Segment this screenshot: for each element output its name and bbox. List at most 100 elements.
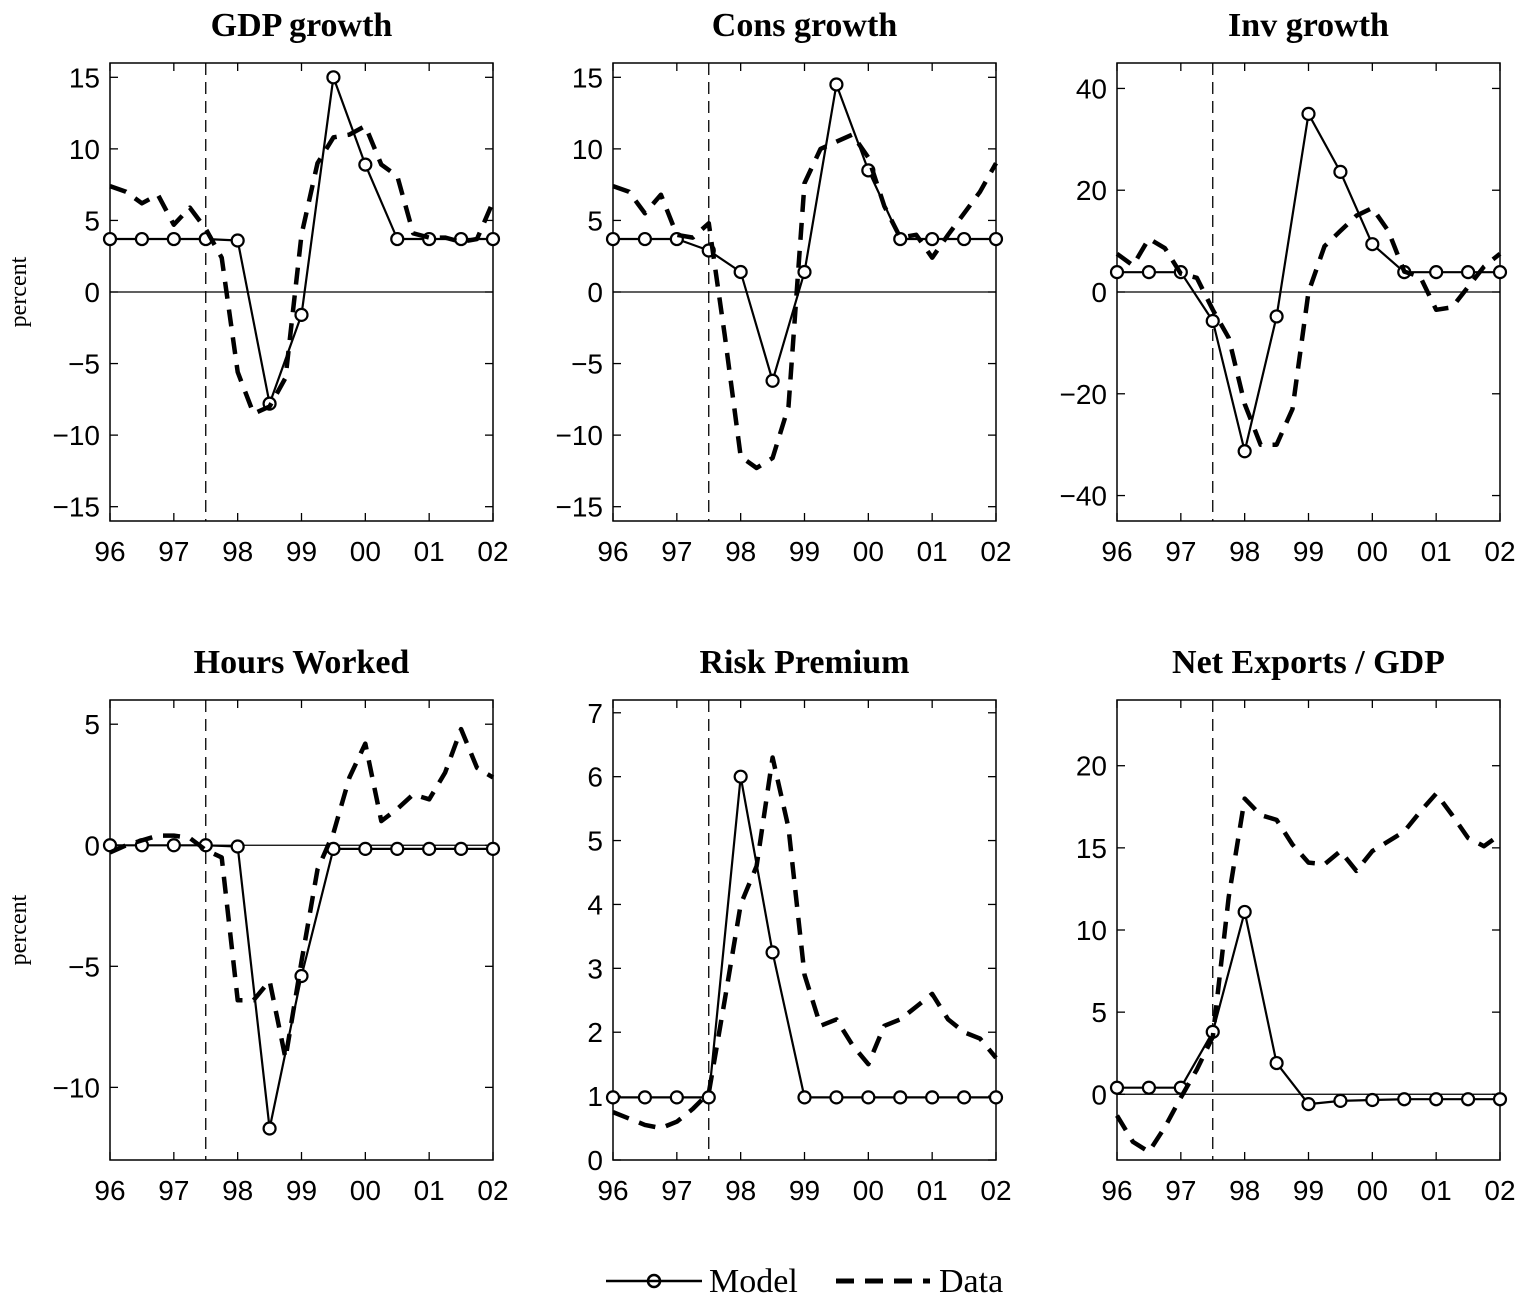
x-tick-label: 97 — [158, 1175, 189, 1206]
model-point-marker — [262, 1121, 277, 1136]
model-point-marker — [1301, 106, 1316, 121]
y-axis-label: percent — [6, 256, 32, 327]
model-point-marker — [669, 1090, 684, 1105]
model-point-marker — [166, 231, 181, 247]
chart-panel-5: Risk Premium 7 6 5 4 3 2 1 096 97 98 99 00 01 02 — [587, 644, 1011, 1206]
model-point-marker — [1492, 1092, 1508, 1107]
y-tick-label: −40 — [1060, 481, 1108, 512]
y-tick-label: 0 — [84, 830, 100, 861]
x-tick-label: 97 — [1165, 536, 1196, 567]
model-point-marker — [1269, 309, 1284, 324]
x-tick-label: 96 — [94, 1175, 125, 1206]
y-tick-label: −5 — [68, 951, 100, 982]
chart-panel-1: GDP growth percent 15 10 5 0 −5 −10 −15 96 97 98 99 0… — [6, 7, 509, 567]
x-tick-label: 01 — [917, 536, 948, 567]
model-point-marker — [134, 231, 150, 247]
panel-title: Hours Worked — [194, 644, 410, 681]
x-tick-label: 96 — [597, 536, 628, 567]
model-point-marker — [925, 231, 940, 247]
model-point-marker — [1333, 164, 1348, 180]
model-series-line — [1117, 910, 1500, 1106]
y-tick-label: 5 — [1091, 997, 1107, 1028]
x-tick-label: 99 — [1293, 536, 1324, 567]
x-tick-label: 96 — [1101, 1175, 1132, 1206]
data-series-line — [1115, 791, 1502, 1155]
data-series-line — [612, 132, 998, 471]
model-point-marker — [453, 841, 469, 856]
model-point-marker — [422, 841, 437, 856]
model-point-marker — [733, 769, 748, 784]
y-tick-label: 1 — [587, 1081, 603, 1112]
model-point-marker — [1460, 265, 1476, 280]
model-point-marker — [637, 231, 653, 247]
legend-model-marker — [646, 1273, 662, 1289]
y-tick-label: 10 — [69, 134, 100, 165]
x-tick-label: 97 — [661, 536, 692, 567]
model-point-marker — [230, 839, 245, 854]
model-point-marker — [1141, 1080, 1157, 1095]
chart-panel-6: Net Exports / GDP 20 15 10 5 0 96 97 98 99 00 01 02 — [1076, 644, 1516, 1206]
x-tick-label: 02 — [1484, 1175, 1515, 1206]
model-point-marker — [390, 841, 405, 856]
model-point-marker — [956, 231, 972, 247]
model-point-marker — [637, 1090, 653, 1105]
x-tick-label: 01 — [917, 1175, 948, 1206]
x-tick-label: 97 — [661, 1175, 692, 1206]
model-series-line — [613, 83, 996, 382]
model-point-marker — [605, 1090, 621, 1105]
model-point-marker — [1460, 1092, 1476, 1107]
model-point-marker — [1205, 313, 1220, 329]
model-point-marker — [230, 233, 245, 248]
x-tick-label: 97 — [1165, 1175, 1196, 1206]
axes-box — [109, 699, 494, 1161]
x-tick-label: 00 — [853, 1175, 884, 1206]
model-point-marker — [1333, 1093, 1348, 1108]
y-tick-label: 10 — [572, 134, 603, 165]
y-tick-label: 20 — [1076, 175, 1107, 206]
model-point-marker — [701, 1090, 716, 1105]
model-point-marker — [1237, 904, 1252, 920]
x-tick-label: 99 — [789, 536, 820, 567]
x-tick-label: 02 — [1484, 536, 1515, 567]
model-point-marker — [294, 307, 309, 322]
y-tick-label: 5 — [84, 205, 100, 236]
data-series-line — [612, 755, 998, 1131]
model-point-marker — [765, 373, 780, 388]
x-tick-label: 98 — [725, 536, 756, 567]
x-tick-label: 98 — [222, 536, 253, 567]
panel-title: GDP growth — [211, 7, 393, 44]
x-tick-label: 99 — [1293, 1175, 1324, 1206]
y-tick-label: −10 — [53, 1072, 101, 1103]
model-point-marker — [326, 70, 341, 85]
x-tick-label: 98 — [222, 1175, 253, 1206]
y-tick-label: 5 — [587, 826, 603, 857]
x-tick-label: 96 — [94, 536, 125, 567]
y-tick-label: −5 — [571, 349, 603, 380]
x-tick-label: 98 — [725, 1175, 756, 1206]
x-tick-label: 00 — [853, 536, 884, 567]
panel-title: Cons growth — [712, 7, 898, 44]
y-tick-label: 0 — [1091, 1079, 1107, 1110]
y-tick-label: −5 — [68, 349, 100, 380]
model-point-marker — [829, 77, 844, 92]
y-tick-label: −10 — [53, 420, 101, 451]
model-point-marker — [1237, 444, 1252, 459]
model-point-marker — [358, 841, 373, 856]
x-tick-label: 97 — [158, 536, 189, 567]
x-tick-label: 01 — [1421, 1175, 1452, 1206]
y-tick-label: 0 — [1091, 277, 1107, 308]
y-tick-label: 4 — [587, 889, 603, 920]
model-point-marker — [1109, 1080, 1125, 1095]
model-point-marker — [893, 231, 908, 247]
x-tick-label: 00 — [350, 1175, 381, 1206]
model-point-marker — [733, 264, 748, 280]
model-point-marker — [166, 838, 181, 853]
y-tick-label: 15 — [69, 62, 100, 93]
model-point-marker — [1109, 265, 1125, 280]
y-tick-label: 40 — [1076, 73, 1107, 104]
model-series-line — [110, 844, 493, 1130]
model-point-marker — [988, 231, 1004, 247]
model-point-marker — [797, 264, 812, 280]
y-tick-label: 6 — [587, 762, 603, 793]
